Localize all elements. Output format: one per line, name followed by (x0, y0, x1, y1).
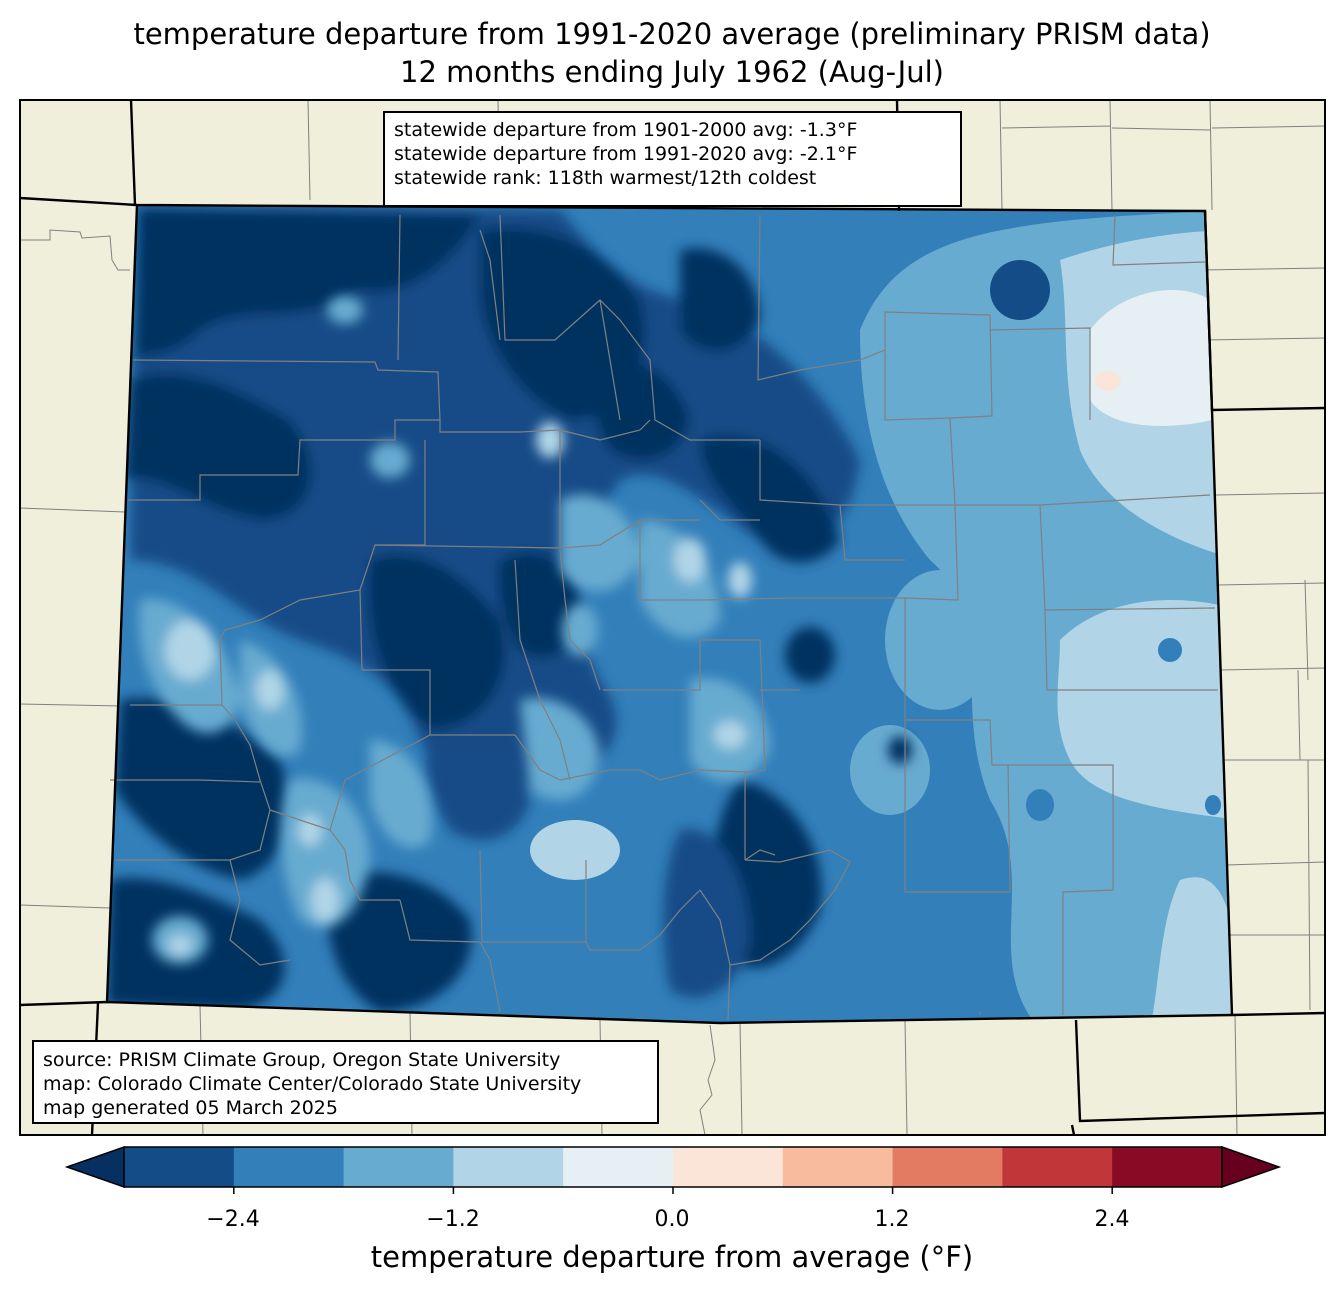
colorbar-bin (782, 1147, 894, 1187)
colorbar-tick-label: −2.4 (206, 1207, 260, 1232)
colorbar-tick-label: 1.2 (874, 1207, 910, 1232)
colorbar-label: temperature departure from average (°F) (370, 1240, 974, 1274)
source-line-map: map: Colorado Climate Center/Colorado St… (43, 1073, 582, 1095)
colorbar-tick-label: 2.4 (1094, 1207, 1130, 1232)
map-title-line-2: 12 months ending July 1962 (Aug-Jul) (400, 55, 944, 89)
colorbar-bin (233, 1147, 345, 1187)
colorado-county-lines (110, 214, 1218, 1021)
colorbar-over-triangle (1221, 1145, 1282, 1189)
source-line-generated: map generated 05 March 2025 (43, 1097, 338, 1119)
colorbar-bin (1112, 1147, 1223, 1187)
colorbar-bin (343, 1147, 454, 1187)
colorbar (64, 1145, 1282, 1194)
colorbar-bin (563, 1147, 674, 1187)
colorbar-tick-label: −1.2 (426, 1207, 480, 1232)
stats-line-rank: statewide rank: 118th warmest/12th colde… (394, 167, 817, 189)
map-frame (19, 99, 1326, 1136)
statewide-stats-box: statewide departure from 1901-2000 avg: … (383, 111, 962, 207)
colorbar-bin (673, 1147, 784, 1187)
map-title-line-1: temperature departure from 1991-2020 ave… (133, 17, 1211, 51)
colorbar-bin (124, 1147, 235, 1187)
stats-line-1991-2020: statewide departure from 1991-2020 avg: … (394, 143, 858, 165)
colorbar-bin (892, 1147, 1003, 1187)
source-line-prism: source: PRISM Climate Group, Oregon Stat… (43, 1049, 561, 1071)
temperature-field (107, 205, 1232, 1023)
colorbar-bin (1002, 1147, 1113, 1187)
source-credits-box: source: PRISM Climate Group, Oregon Stat… (32, 1040, 659, 1124)
colorbar-tick-label: 0.0 (654, 1207, 690, 1232)
colorbar-under-triangle (64, 1145, 125, 1189)
stats-line-1901-2000: statewide departure from 1901-2000 avg: … (394, 119, 858, 141)
colorbar-bin (453, 1147, 564, 1187)
